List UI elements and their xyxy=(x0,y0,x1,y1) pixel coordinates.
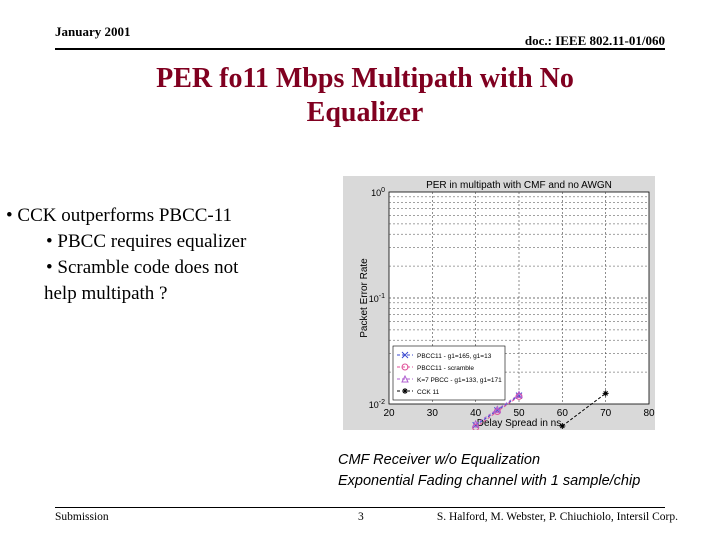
legend-entry: K=7 PBCC - g1=133, g1=171 xyxy=(417,377,502,384)
bullet-list: • CCK outperforms PBCC-11 • PBCC require… xyxy=(6,203,336,307)
slide-title-line2: Equalizer xyxy=(306,97,424,128)
header-date: January 2001 xyxy=(55,24,131,39)
footer-submission: Submission xyxy=(55,511,109,523)
chart-caption: CMF Receiver w/o Equalization Exponentia… xyxy=(338,450,713,492)
data-point xyxy=(472,424,480,430)
y-tick-label: 100 xyxy=(371,187,385,198)
x-tick-label: 30 xyxy=(427,408,439,419)
caption-line1: CMF Receiver w/o Equalization xyxy=(338,452,541,468)
bullet-sub-2-cont: help multipath ? xyxy=(44,283,168,304)
data-point xyxy=(602,390,609,397)
data-point xyxy=(493,405,502,413)
legend-entry: PBCC11 - scramble xyxy=(417,365,474,372)
footer-rule xyxy=(55,507,665,508)
series-group xyxy=(471,390,609,430)
x-tick-label: 80 xyxy=(643,408,655,419)
header-doc-id: doc.: IEEE 802.11-01/060 xyxy=(524,33,665,48)
per-chart: PER in multipath with CMF and no AWGN Pa… xyxy=(343,176,655,430)
slide-title-line1: PER fo11 Mbps Multipath with No xyxy=(156,63,574,94)
bullet-sub-2: • Scramble code does not xyxy=(46,257,239,278)
data-point xyxy=(401,363,409,371)
series-line xyxy=(475,394,520,425)
grid-lines xyxy=(389,192,649,404)
footer-page-number: 3 xyxy=(358,511,364,523)
slide-title: PER fo11 Mbps Multipath with No Equalize… xyxy=(60,62,670,130)
y-axis-label: Packet Error Rate xyxy=(359,258,370,338)
x-tick-label: 20 xyxy=(383,408,395,419)
y-tick-label: 10-2 xyxy=(369,399,385,410)
data-point xyxy=(515,390,523,398)
data-point xyxy=(401,351,409,359)
header-rule xyxy=(55,48,665,50)
x-axis-label: Delay Spread in ns xyxy=(477,418,562,429)
y-tick-labels: 10-2 10-1 100 xyxy=(369,187,385,410)
bullet-main: • CCK outperforms PBCC-11 xyxy=(6,205,233,226)
x-tick-label: 70 xyxy=(600,408,612,419)
x-tick-label: 60 xyxy=(557,408,569,419)
caption-line2: Exponential Fading channel with 1 sample… xyxy=(338,473,641,489)
x-tick-label: 40 xyxy=(470,408,482,419)
data-point xyxy=(471,419,480,428)
footer-authors: S. Halford, M. Webster, P. Chiuchiolo, I… xyxy=(436,511,678,523)
series-line xyxy=(562,392,606,427)
data-point xyxy=(401,374,409,383)
y-tick-label: 10-1 xyxy=(369,293,385,304)
legend-entry: CCK 11 xyxy=(417,389,440,396)
x-tick-label: 50 xyxy=(513,408,525,419)
x-tick-labels: 20 30 40 50 60 70 80 xyxy=(383,408,655,419)
legend-box xyxy=(392,345,506,401)
series-line xyxy=(475,395,520,428)
data-point xyxy=(559,423,566,430)
bullet-sub-1: • PBCC requires equalizer xyxy=(46,231,247,252)
legend: PBCC11 - g1=165, g1=13 PBCC11 - scramble K… xyxy=(392,345,506,401)
legend-entry: PBCC11 - g1=165, g1=13 xyxy=(417,353,492,360)
chart-title: PER in multipath with CMF and no AWGN xyxy=(426,180,612,191)
data-point xyxy=(402,388,408,394)
